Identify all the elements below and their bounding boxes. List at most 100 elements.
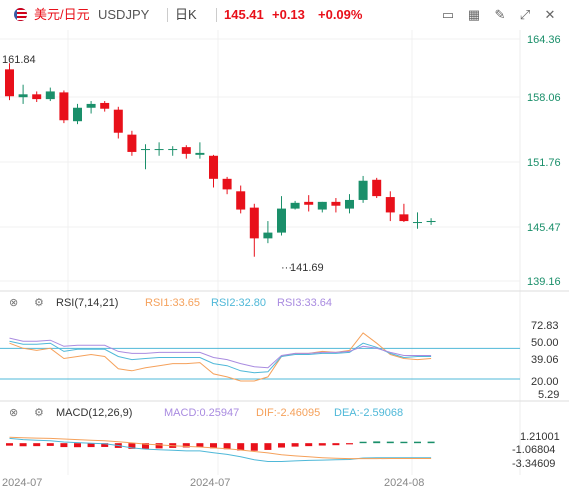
- candle-body: [290, 202, 300, 209]
- macd-bar: [386, 441, 394, 444]
- price-change-pct: +0.09%: [318, 7, 363, 22]
- price-axis-label: 145.47: [527, 222, 561, 234]
- macd-pane: [6, 436, 435, 462]
- price-axis-label: 164.36: [527, 34, 561, 46]
- candle-body: [304, 201, 314, 205]
- macd-bar: [318, 443, 326, 446]
- candle-body: [263, 232, 273, 239]
- macd-bar: [305, 443, 313, 447]
- rsi3-value: RSI3:33.64: [277, 297, 332, 309]
- candle-body: [277, 208, 286, 233]
- rsi-axis-label: 20.00: [531, 376, 559, 388]
- macd-bar: [414, 441, 421, 444]
- macd-bar: [155, 443, 163, 449]
- macd-bar: [237, 443, 245, 451]
- macd-bar: [400, 441, 408, 444]
- candle-body: [426, 220, 436, 223]
- candle-body: [73, 107, 82, 122]
- close-icon[interactable]: ✕: [544, 7, 556, 22]
- candle-body: [345, 199, 354, 209]
- price-change: +0.13: [272, 7, 305, 22]
- fullscreen-icon[interactable]: ⤢: [519, 7, 531, 22]
- dif-line: [9, 437, 432, 462]
- header-divider: [167, 8, 168, 22]
- candle-body: [399, 214, 409, 222]
- macd-bar: [223, 443, 231, 450]
- macd-bar: [427, 441, 435, 444]
- dea-value: DEA:-2.59068: [334, 407, 403, 419]
- period-selector[interactable]: 日K: [175, 7, 197, 22]
- macd-axis-label: 1.21001: [520, 431, 560, 443]
- rsi-pane: [0, 332, 520, 382]
- candle-body: [331, 201, 341, 206]
- rsi2-value: RSI2:32.80: [211, 297, 266, 309]
- candle-body: [222, 178, 232, 190]
- price-axis-label: 158.06: [527, 92, 561, 104]
- macd-bar: [33, 443, 41, 447]
- candle-body: [317, 201, 327, 210]
- header-divider: [216, 8, 217, 22]
- candle-body: [141, 149, 150, 151]
- rsi-line-2: [9, 340, 432, 374]
- max-price-label: 161.84: [2, 54, 36, 66]
- macd-bar: [250, 443, 258, 451]
- candle-body: [168, 149, 178, 151]
- collapse-icon[interactable]: ⊗: [9, 297, 18, 309]
- macd-bar: [60, 443, 68, 448]
- last-price: 145.41: [224, 7, 264, 22]
- collapse-icon[interactable]: ⊗: [9, 407, 18, 419]
- indicator-settings-icon[interactable]: ⚙: [34, 297, 44, 309]
- settings-icon[interactable]: ✎: [494, 7, 506, 22]
- rsi-axis-label: 39.06: [531, 354, 559, 366]
- macd-header: ⊗ ⚙ MACD(12,26,9) MACD:0.25947 DIF:-2.46…: [9, 407, 403, 419]
- macd-bar: [373, 441, 381, 444]
- macd-bar: [182, 443, 190, 448]
- macd-bar: [74, 443, 81, 448]
- min-price-marker: ···: [281, 262, 292, 274]
- candle-body: [5, 69, 14, 97]
- min-price-label: 141.69: [290, 262, 324, 274]
- candle-body: [45, 91, 55, 100]
- candle-body: [100, 102, 110, 109]
- chart-header: 美元/日元 USDJPY 日K 145.41 +0.13 +0.09% ▭ ▦ …: [0, 0, 569, 30]
- macd-bar: [359, 441, 367, 444]
- macd-bar: [346, 443, 353, 445]
- rsi-axis-label: 72.83: [531, 320, 559, 332]
- indicator-settings-icon[interactable]: ⚙: [34, 407, 44, 419]
- macd-title: MACD(12,26,9): [56, 407, 132, 419]
- candle-body: [113, 109, 123, 133]
- candle-body: [372, 179, 382, 197]
- macd-bar: [210, 443, 217, 449]
- macd-bar: [291, 443, 299, 447]
- macd-bar: [196, 443, 204, 448]
- rsi-line-3: [9, 337, 432, 369]
- candle-body: [154, 149, 164, 151]
- candle-body: [32, 94, 42, 100]
- flag-us-icon: [14, 8, 27, 21]
- symbol-code: USDJPY: [98, 7, 150, 22]
- candle-body: [59, 92, 69, 121]
- macd-bar: [19, 443, 27, 447]
- candle-body: [385, 197, 395, 213]
- rsi-axis-label: 50.00: [531, 337, 559, 349]
- indicator-icon[interactable]: ▦: [467, 7, 481, 22]
- macd-axis-label: -3.34609: [512, 458, 555, 470]
- candle-body: [236, 191, 246, 210]
- macd-bar: [278, 443, 285, 448]
- price-axis-label: 151.76: [527, 157, 561, 169]
- dea-line: [9, 436, 432, 460]
- macd-axis-label: -1.06804: [512, 444, 555, 456]
- macd-bar: [87, 443, 95, 448]
- date-axis-label: 2024-07: [2, 477, 42, 489]
- macd-bar: [332, 443, 340, 446]
- candle-body: [127, 134, 137, 152]
- price-axis-label: 139.16: [527, 276, 561, 288]
- date-axis-label: 2024-08: [384, 477, 424, 489]
- kline-icon[interactable]: ▭: [441, 7, 455, 22]
- macd-bar: [142, 443, 149, 449]
- symbol-name-cn[interactable]: 美元/日元: [34, 7, 90, 22]
- date-axis-label: 2024-07: [190, 477, 230, 489]
- macd-bar: [46, 443, 54, 446]
- macd-bar: [264, 443, 272, 450]
